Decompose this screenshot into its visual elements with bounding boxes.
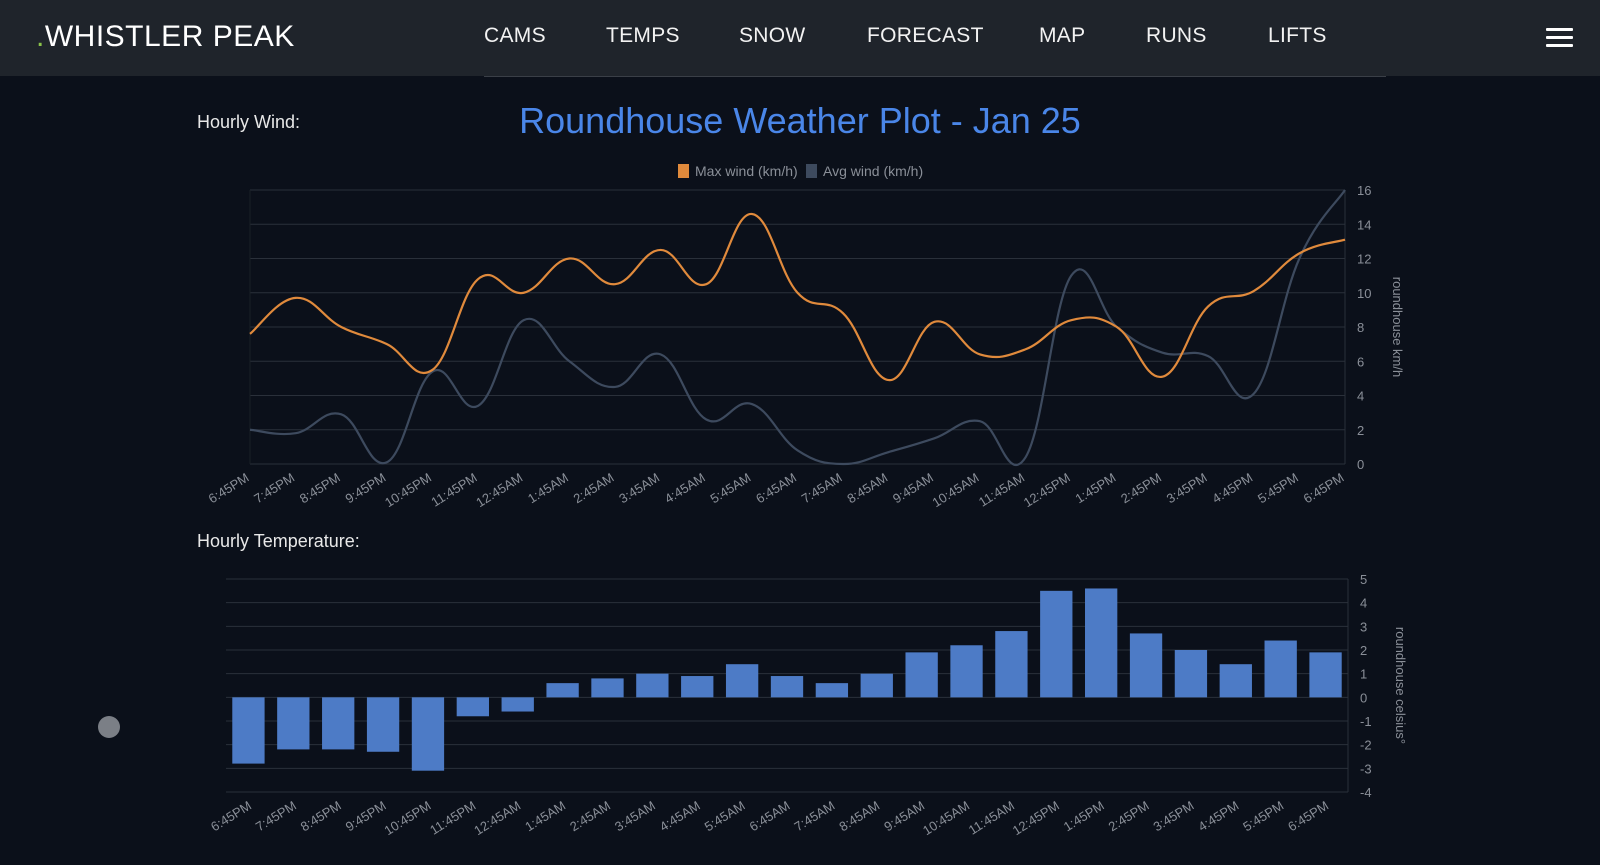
nav-item-cams[interactable]: CAMS <box>484 24 546 47</box>
chart-title: Roundhouse Weather Plot - Jan 25 <box>519 100 1081 141</box>
wind-x-tick-label: 9:45PM <box>343 470 389 506</box>
hamburger-menu-icon[interactable] <box>1546 28 1574 48</box>
wind-x-tick-label: 6:45PM <box>206 470 252 506</box>
nav-item-runs[interactable]: RUNS <box>1146 24 1207 47</box>
floating-circle-button[interactable] <box>98 716 120 738</box>
legend-label-max-wind: Max wind (km/h) <box>695 163 798 179</box>
wind-x-tick-label: 1:45AM <box>525 470 571 506</box>
wind-y-tick-label: 10 <box>1357 286 1371 301</box>
wind-x-tick-label: 11:45PM <box>428 470 479 510</box>
wind-x-tick-label: 11:45AM <box>976 470 1027 510</box>
wind-x-tick-label: 5:45AM <box>708 470 754 506</box>
main-nav: CAMS TEMPS SNOW FORECAST MAP RUNS LIFTS <box>0 24 1600 54</box>
wind-y-tick-label: 16 <box>1357 183 1371 198</box>
wind-y-tick-label: 14 <box>1357 217 1371 232</box>
wind-y-axis-title: roundhouse km/h <box>1390 277 1405 377</box>
wind-x-tick-label: 2:45AM <box>571 470 617 506</box>
nav-item-map[interactable]: MAP <box>1039 24 1086 47</box>
wind-y-tick-label: 6 <box>1357 354 1364 369</box>
wind-x-tick-label: 7:45AM <box>799 470 845 506</box>
hourly-wind-label: Hourly Wind: <box>197 112 301 132</box>
wind-x-tick-label: 4:45PM <box>1209 470 1255 506</box>
max-wind-line <box>249 212 1346 382</box>
wind-x-tick-label: 6:45PM <box>1301 470 1347 506</box>
legend-swatch-avg-wind <box>806 164 817 178</box>
avg-wind-line <box>249 189 1346 467</box>
wind-x-tick-label: 10:45AM <box>930 470 982 510</box>
wind-y-tick-label: 4 <box>1357 389 1364 404</box>
legend-label-avg-wind: Avg wind (km/h) <box>823 163 923 179</box>
wind-x-tick-label: 3:45AM <box>616 470 662 506</box>
brand-name: WHISTLER PEAK <box>44 20 295 53</box>
wind-x-tick-label: 12:45AM <box>473 470 525 510</box>
nav-item-lifts[interactable]: LIFTS <box>1268 24 1327 47</box>
wind-x-tick-label: 8:45PM <box>297 470 343 506</box>
wind-y-tick-label: 8 <box>1357 320 1364 335</box>
wind-x-tick-label: 6:45AM <box>753 470 799 506</box>
nav-item-temps[interactable]: TEMPS <box>606 24 680 47</box>
wind-x-tick-label: 12:45PM <box>1021 470 1073 510</box>
nav-divider <box>484 76 1386 77</box>
wind-x-tick-label: 8:45AM <box>844 470 890 506</box>
wind-x-tick-label: 7:45PM <box>251 470 297 506</box>
wind-x-tick-label: 4:45AM <box>662 470 708 506</box>
wind-x-tick-label: 3:45PM <box>1164 470 1210 506</box>
nav-item-snow[interactable]: SNOW <box>739 24 806 47</box>
wind-y-tick-label: 12 <box>1357 252 1371 267</box>
top-navigation-bar: .WHISTLER PEAK CAMS TEMPS SNOW FORECAST … <box>0 0 1600 76</box>
wind-x-tick-label: 9:45AM <box>890 470 936 506</box>
wind-x-tick-label: 1:45PM <box>1073 470 1119 506</box>
wind-x-tick-label: 5:45PM <box>1255 470 1301 506</box>
wind-x-tick-label: 2:45PM <box>1118 470 1164 506</box>
nav-item-forecast[interactable]: FORECAST <box>867 24 984 47</box>
wind-y-tick-label: 0 <box>1357 457 1364 472</box>
wind-y-tick-label: 2 <box>1357 423 1364 438</box>
brand-dot: . <box>36 20 45 53</box>
legend-swatch-max-wind <box>678 164 689 178</box>
hourly-temperature-label: Hourly Temperature: <box>197 531 360 551</box>
wind-x-tick-label: 10:45PM <box>382 470 434 510</box>
brand-logo[interactable]: .WHISTLER PEAK <box>36 20 295 54</box>
